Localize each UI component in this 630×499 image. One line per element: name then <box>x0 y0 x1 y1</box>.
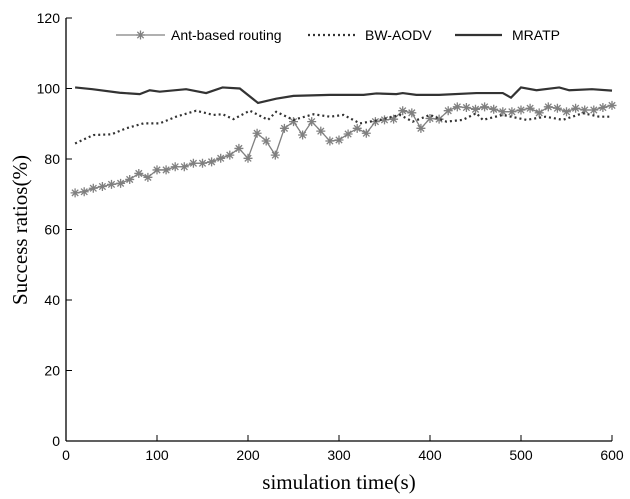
data-point-marker <box>207 157 217 167</box>
legend-item: BW-AODV <box>308 27 432 43</box>
x-tick-label: 600 <box>600 447 624 463</box>
data-point-marker <box>261 136 271 146</box>
y-tick-label: 20 <box>44 363 60 379</box>
data-point-marker <box>234 143 244 153</box>
legend-marker <box>136 30 145 40</box>
data-point-marker <box>107 179 116 189</box>
data-point-marker <box>562 107 571 117</box>
data-point-marker <box>571 103 581 113</box>
legend-label: MRATP <box>512 27 560 43</box>
data-point-marker <box>425 113 435 123</box>
data-point-marker <box>270 150 280 160</box>
data-point-marker <box>216 153 226 163</box>
data-point-marker <box>607 100 617 110</box>
y-tick-label: 0 <box>52 433 60 449</box>
series-1 <box>70 100 617 198</box>
data-point-marker <box>289 117 298 127</box>
legend-item: MRATP <box>455 27 560 43</box>
data-point-marker <box>334 135 344 145</box>
data-point-marker <box>79 187 89 197</box>
plot-area <box>70 86 617 198</box>
x-tick-label: 200 <box>236 447 260 463</box>
data-point-marker <box>543 102 553 112</box>
data-point-marker <box>489 104 499 114</box>
data-point-marker <box>179 162 189 172</box>
y-tick-label: 40 <box>44 292 60 308</box>
data-point-marker <box>361 128 371 138</box>
y-tick-label: 60 <box>44 222 60 238</box>
data-point-marker <box>279 123 289 133</box>
data-point-marker <box>598 103 608 113</box>
data-point-marker <box>170 162 180 172</box>
data-point-marker <box>461 103 471 113</box>
data-point-marker <box>316 126 326 136</box>
data-point-marker <box>298 130 308 140</box>
data-point-marker <box>589 105 599 115</box>
data-point-marker <box>143 172 153 182</box>
legend-label: BW-AODV <box>365 27 432 43</box>
data-point-marker <box>225 150 235 160</box>
data-point-marker <box>407 108 417 118</box>
data-point-marker <box>97 181 107 191</box>
data-point-marker <box>307 117 317 127</box>
data-point-marker <box>443 106 453 116</box>
data-point-marker <box>434 114 444 124</box>
x-axis-label: simulation time(s) <box>262 470 415 494</box>
series-3 <box>74 86 613 105</box>
data-point-marker <box>252 128 262 138</box>
data-point-marker <box>398 106 408 116</box>
data-point-marker <box>152 165 162 175</box>
data-point-marker <box>161 165 171 175</box>
y-tick-label: 120 <box>37 10 61 26</box>
x-tick-label: 100 <box>145 447 169 463</box>
y-tick-label: 100 <box>37 81 61 97</box>
data-point-marker <box>471 104 480 114</box>
data-point-marker <box>498 107 508 117</box>
series-2 <box>74 109 612 145</box>
data-point-marker <box>380 115 389 125</box>
legend-label: Ant-based routing <box>171 27 282 43</box>
legend-item: Ant-based routing <box>116 27 282 43</box>
data-point-marker <box>243 153 253 163</box>
data-point-marker <box>552 103 562 113</box>
series-line <box>75 104 613 194</box>
data-point-marker <box>116 178 126 188</box>
data-point-marker <box>198 158 207 168</box>
legend: Ant-based routing BW-AODV MRATP <box>116 27 560 43</box>
series-line <box>74 109 612 145</box>
data-point-marker <box>325 136 335 146</box>
series-line <box>74 86 613 105</box>
y-axis-label: Success ratios(%) <box>8 155 32 305</box>
axes: 0 100 200 300 400 500 600 0 20 40 60 80 100 120 <box>37 10 624 463</box>
data-point-marker <box>343 129 353 139</box>
data-point-marker <box>416 123 426 133</box>
data-point-marker <box>534 108 544 118</box>
data-point-marker <box>525 103 535 113</box>
data-point-marker <box>580 105 590 115</box>
data-point-marker <box>480 102 490 112</box>
x-tick-label: 400 <box>418 447 442 463</box>
y-tick-label: 80 <box>44 151 60 167</box>
data-point-marker <box>389 114 399 124</box>
data-point-marker <box>134 168 144 178</box>
data-point-marker <box>88 183 98 193</box>
data-point-marker <box>516 105 526 115</box>
data-point-marker <box>70 188 80 198</box>
x-tick-label: 300 <box>327 447 351 463</box>
data-point-marker <box>125 174 135 184</box>
data-point-marker <box>507 107 517 117</box>
x-tick-label: 0 <box>62 447 70 463</box>
data-point-marker <box>452 102 462 112</box>
x-tick-label: 500 <box>509 447 533 463</box>
data-point-marker <box>352 123 362 133</box>
data-point-marker <box>188 158 198 168</box>
